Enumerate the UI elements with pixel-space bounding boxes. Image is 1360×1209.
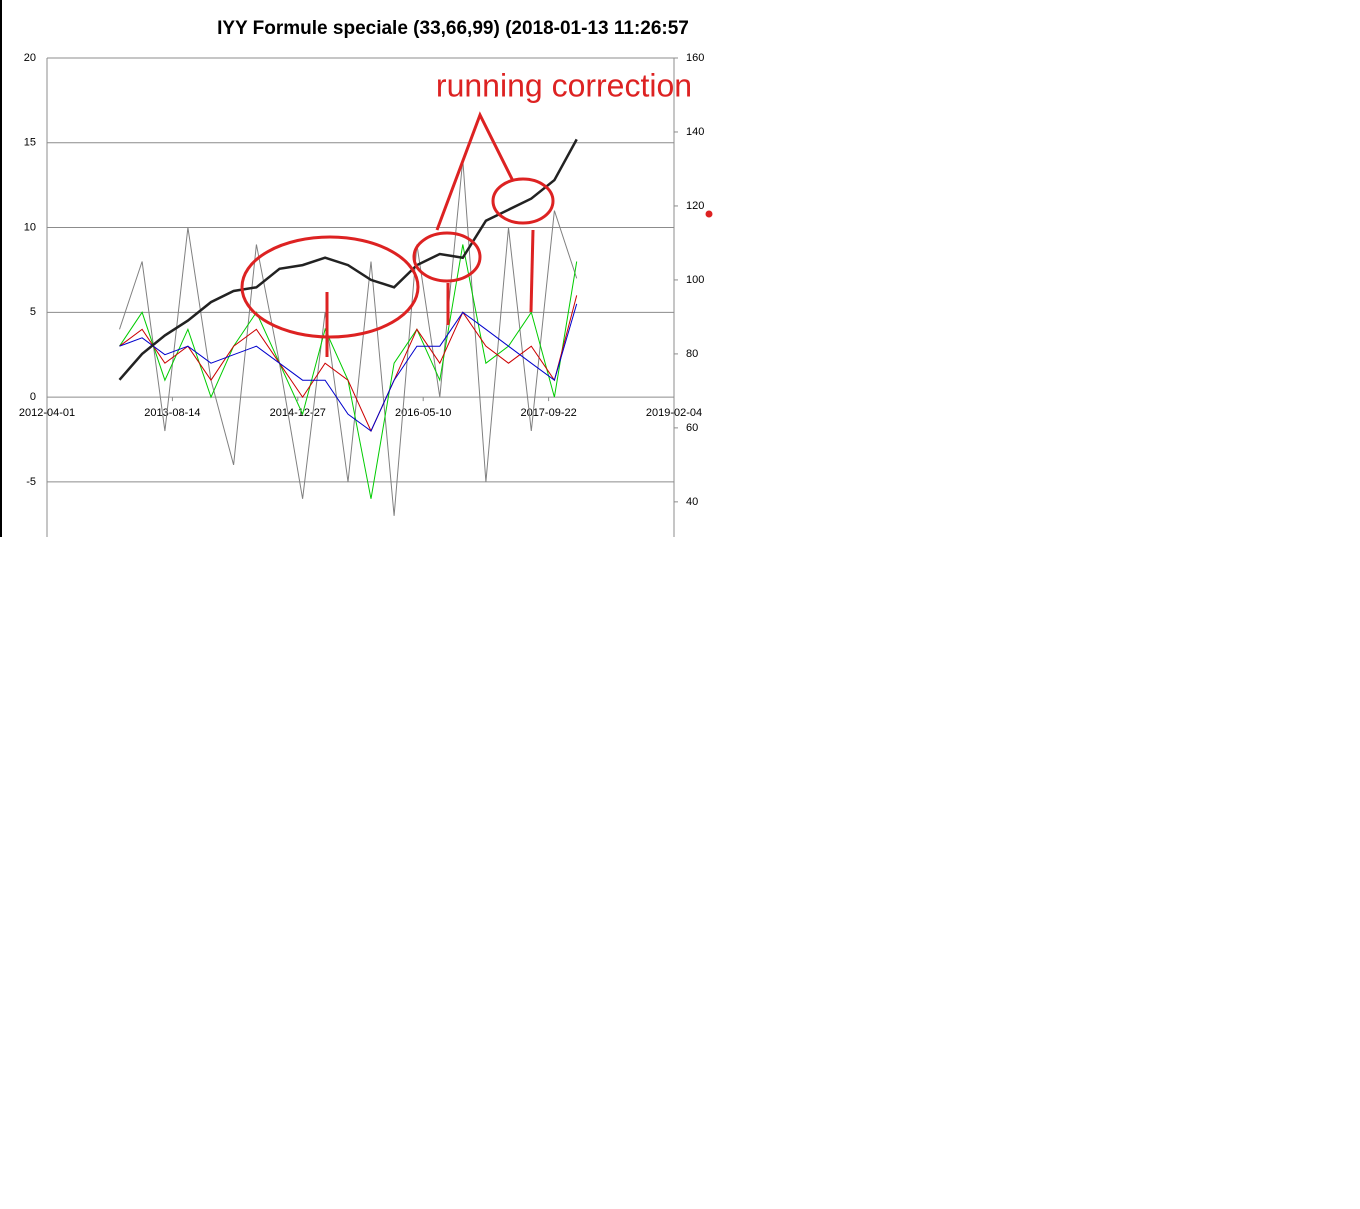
y-tick-label: 20	[24, 52, 36, 64]
y-tick-label: 10	[24, 221, 36, 233]
series-line	[119, 303, 578, 432]
left-border	[0, 0, 2, 537]
annotation: running correction	[436, 67, 692, 103]
x-tick-label: 2017-09-22	[520, 407, 576, 419]
x-tick-label: 2014-12-27	[270, 407, 326, 419]
y-tick-label: 15	[24, 137, 36, 149]
chart: IYY Formule speciale (33,66,99) (2018-01…	[0, 0, 713, 537]
y2-tick-label: 120	[686, 200, 704, 212]
y2-tick-label: 140	[686, 126, 704, 138]
x-tick-label: 2012-04-01	[19, 407, 75, 419]
series-line	[119, 244, 578, 499]
y-tick-label: 5	[30, 306, 36, 318]
x-tick-label: 2013-08-14	[144, 407, 200, 419]
y2-tick-label: 60	[686, 422, 698, 434]
series-line	[119, 159, 578, 516]
y2-tick-label: 160	[686, 52, 704, 64]
y-tick-label: 0	[30, 391, 36, 403]
series-line	[119, 295, 578, 433]
x-tick-label: 2016-05-10	[395, 407, 451, 419]
series-line	[118, 138, 578, 381]
x-tick-label: 2019-02-04	[646, 407, 702, 419]
y2-tick-label: 100	[686, 274, 704, 286]
y-tick-label: -5	[26, 476, 36, 488]
y2-tick-label: 80	[686, 348, 698, 360]
plot: -5 0 5 10 15 20 40 60 80 100 120 140 160 2012-04-01 20…	[19, 52, 704, 516]
annotation-shapes	[240, 111, 713, 357]
chart-title: IYY Formule speciale (33,66,99) (2018-01…	[217, 18, 689, 39]
y2-tick-label: 40	[686, 496, 698, 508]
